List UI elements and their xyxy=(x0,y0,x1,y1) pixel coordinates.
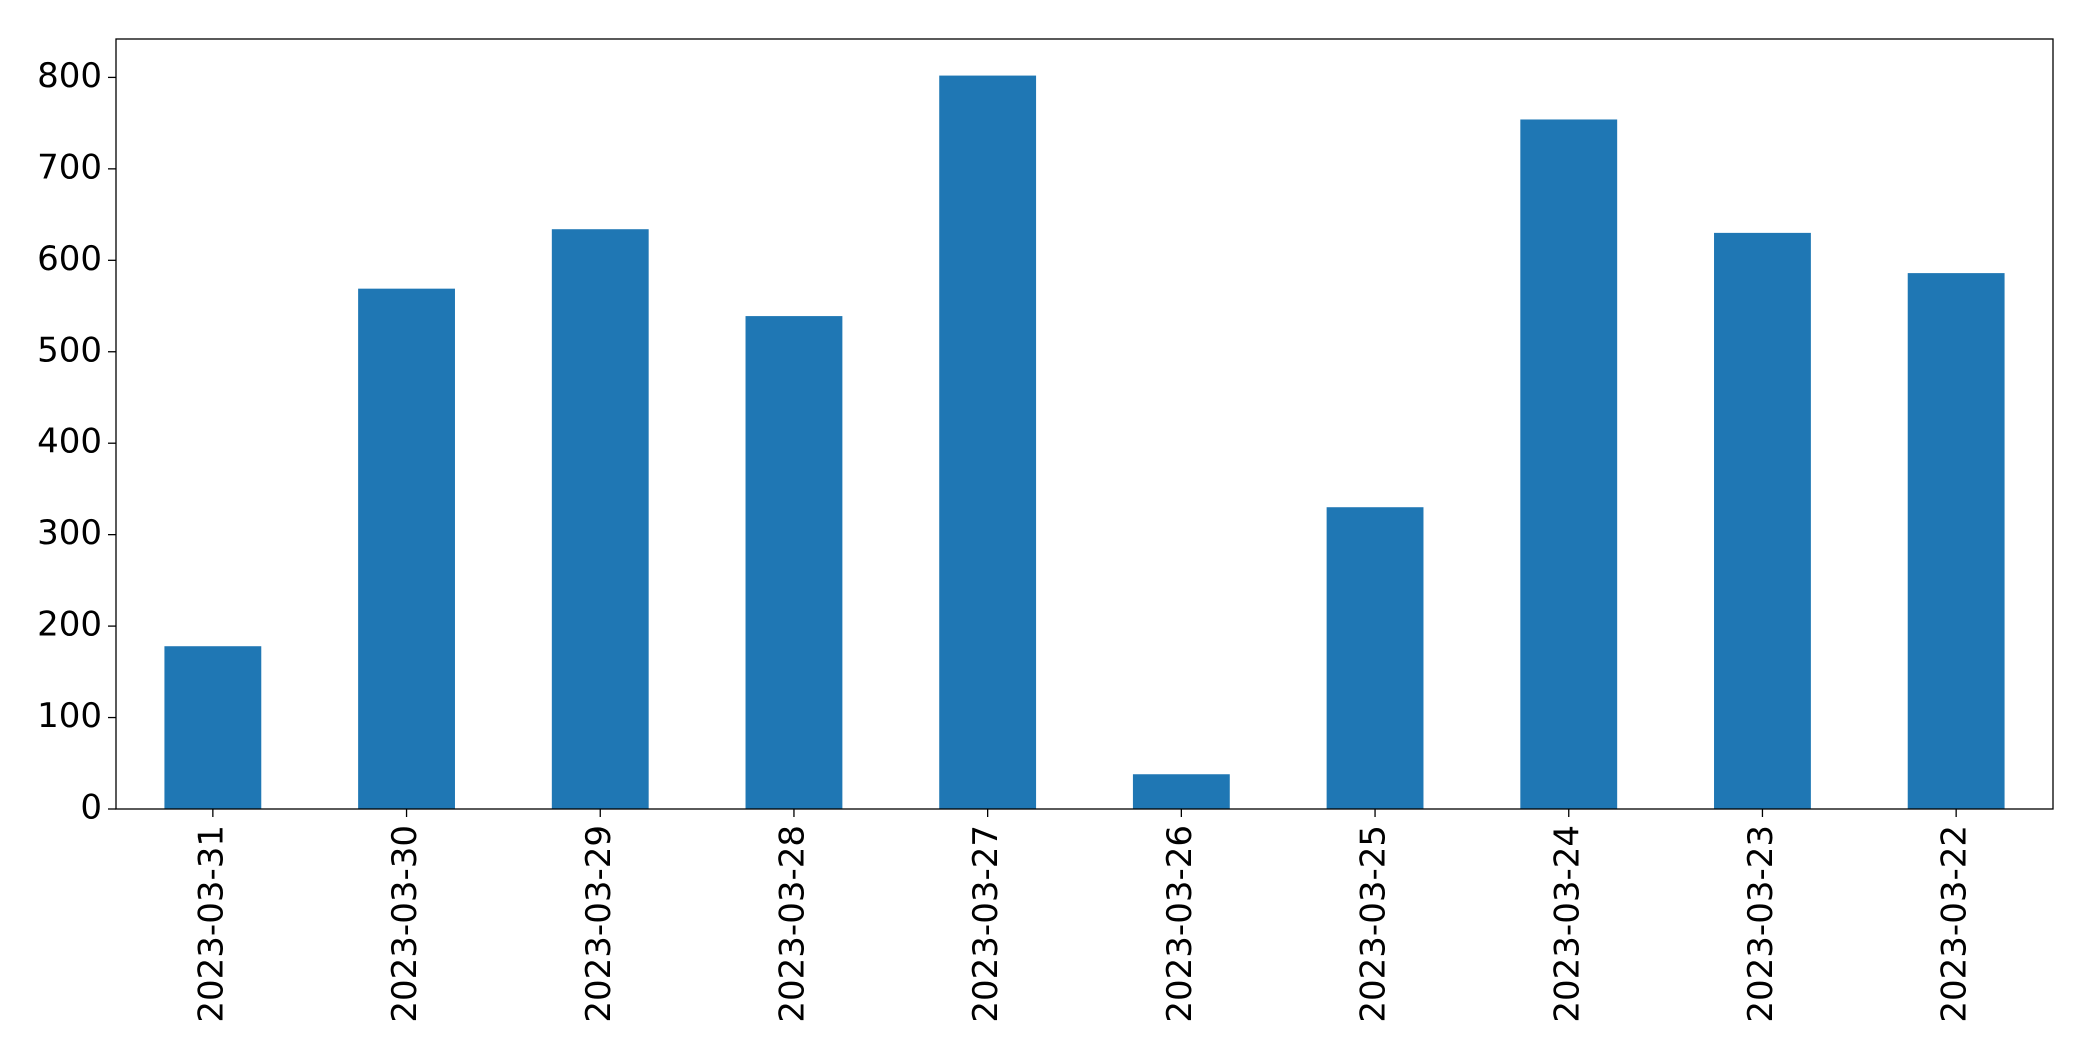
bar xyxy=(939,75,1037,809)
plot-frame xyxy=(115,38,2054,810)
x-tick-label: 2023-03-22 xyxy=(1935,825,1975,1023)
bar xyxy=(745,316,843,809)
x-tick-label: 2023-03-28 xyxy=(772,825,812,1023)
x-tick-label: 2023-03-25 xyxy=(1354,825,1394,1023)
y-tick-label: 500 xyxy=(37,330,102,370)
bar xyxy=(1520,119,1618,810)
y-tick-label: 400 xyxy=(37,422,102,462)
bar xyxy=(551,229,649,810)
bar xyxy=(1714,232,1811,810)
x-tick-label: 2023-03-30 xyxy=(385,825,425,1023)
x-tick-label: 2023-03-31 xyxy=(191,825,231,1023)
bar xyxy=(1326,507,1424,809)
y-tick-label: 300 xyxy=(37,513,102,553)
x-tick-label: 2023-03-29 xyxy=(579,825,619,1023)
y-tick-label: 200 xyxy=(37,605,102,645)
y-tick-label: 700 xyxy=(37,147,102,187)
x-tick-label: 2023-03-27 xyxy=(966,825,1006,1023)
bar xyxy=(164,646,262,809)
y-tick-label: 800 xyxy=(37,56,102,96)
y-tick-label: 0 xyxy=(80,788,102,828)
y-tick-label: 600 xyxy=(37,239,102,279)
bar xyxy=(1907,273,2005,809)
x-tick-label: 2023-03-23 xyxy=(1741,825,1781,1023)
y-tick-label: 100 xyxy=(37,696,102,736)
x-tick-label: 2023-03-26 xyxy=(1160,825,1200,1023)
x-tick-label: 2023-03-24 xyxy=(1547,825,1587,1023)
bar xyxy=(358,288,455,809)
bar xyxy=(1132,774,1230,809)
